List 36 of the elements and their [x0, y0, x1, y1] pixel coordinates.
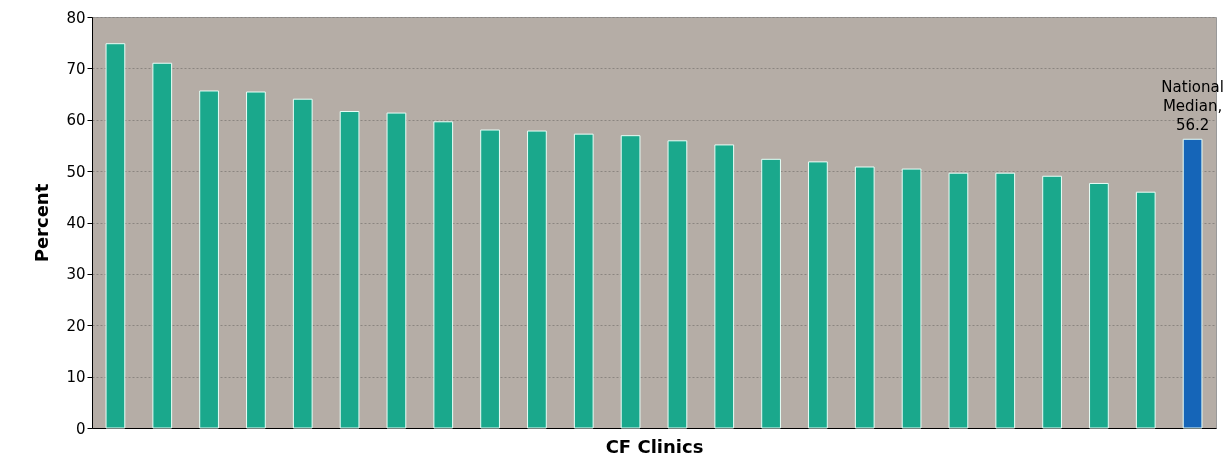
bar — [620, 135, 641, 429]
y-axis-title: Percent — [31, 183, 53, 263]
bar — [480, 129, 500, 429]
y-tick-label: 70 — [66, 59, 86, 78]
y-tick-label: 30 — [66, 265, 86, 284]
bar — [152, 62, 173, 429]
y-tick-label: 60 — [66, 111, 86, 130]
y-tick-label: 50 — [66, 162, 86, 181]
bar — [292, 98, 313, 429]
y-tick-label: 20 — [66, 316, 86, 335]
bar — [246, 91, 266, 429]
bar — [808, 161, 828, 429]
bar — [339, 111, 360, 429]
bar — [901, 168, 922, 429]
bar — [761, 158, 781, 429]
bar — [199, 90, 219, 429]
data-label: National Median, 56.2 — [1161, 78, 1224, 135]
bar — [1135, 191, 1156, 429]
bar — [667, 140, 688, 429]
bar — [1089, 182, 1109, 429]
bar — [948, 172, 969, 429]
y-tick-label: 40 — [66, 214, 86, 232]
bar — [1042, 175, 1062, 429]
x-axis-title: CF Clinics — [605, 435, 704, 457]
y-tick-label: 80 — [66, 8, 86, 27]
bar — [854, 166, 875, 429]
y-tick-label: 10 — [66, 368, 86, 387]
bar — [1182, 138, 1203, 429]
bar — [386, 112, 407, 429]
bar — [714, 144, 735, 429]
bar — [433, 121, 454, 429]
bar — [573, 133, 594, 429]
bar — [105, 43, 126, 429]
y-tick-label: 0 — [75, 419, 86, 438]
bar — [995, 172, 1016, 429]
bar — [527, 130, 547, 429]
